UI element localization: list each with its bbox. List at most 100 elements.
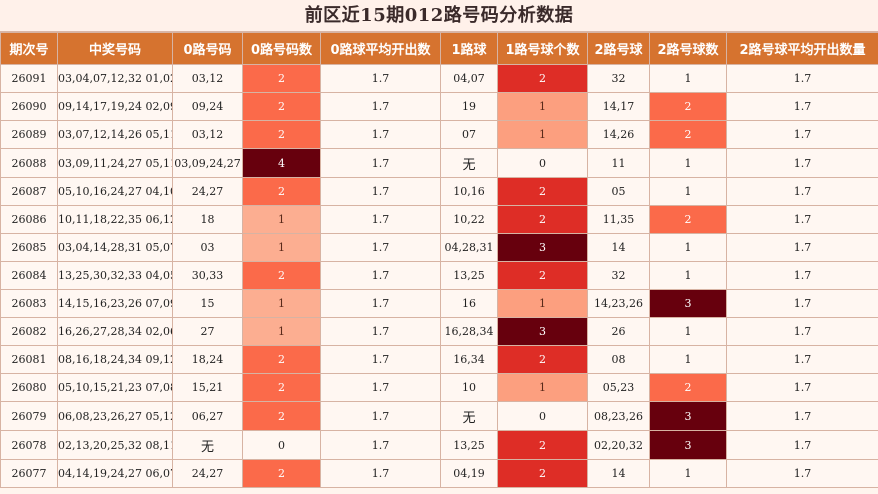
cell-route2-average: 1.7 (726, 317, 878, 346)
analysis-table: 期次号 中奖号码 0路号码 0路号码数 0路球平均开出数 1路球 1路号球个数 … (0, 32, 878, 488)
cell-winning-numbers: 03,07,12,14,26 05,11 (57, 120, 173, 149)
cell-winning-numbers: 14,15,16,23,26 07,09 (57, 289, 173, 318)
cell-winning-numbers: 13,25,30,32,33 04,05 (57, 261, 173, 290)
cell-winning-numbers: 10,11,18,22,35 06,12 (57, 205, 173, 234)
cell-route1-count: 0 (497, 148, 588, 178)
cell-route0-numbers: 06,27 (172, 401, 243, 431)
cell-route0-count: 1 (242, 289, 321, 318)
cell-route0-numbers: 15 (172, 289, 243, 318)
cell-route2-numbers: 05,23 (587, 373, 650, 402)
cell-issue: 26082 (0, 317, 58, 346)
cell-route2-numbers: 05 (587, 177, 650, 206)
cell-route0-average: 1.7 (320, 401, 441, 431)
cell-route0-average: 1.7 (320, 92, 441, 121)
cell-issue: 26077 (0, 459, 58, 488)
cell-winning-numbers: 05,10,15,21,23 07,08 (57, 373, 173, 402)
table-row: 26090 09,14,17,19,24 02,09 09,24 2 1.7 19 1 14,… (0, 92, 878, 121)
cell-route2-count: 1 (649, 148, 727, 178)
cell-route1-numbers: 16,34 (440, 345, 498, 374)
cell-route1-count: 2 (497, 430, 588, 460)
cell-route1-numbers: 19 (440, 92, 498, 121)
cell-route0-numbers: 27 (172, 317, 243, 346)
cell-route2-count: 1 (649, 64, 727, 93)
table-title: 前区近15期012路号码分析数据 (0, 0, 878, 32)
table-row: 26085 03,04,14,28,31 05,07 03 1 1.7 04,28,31 3… (0, 233, 878, 262)
cell-route2-count: 1 (649, 345, 727, 374)
cell-route1-numbers: 13,25 (440, 261, 498, 290)
cell-winning-numbers: 09,14,17,19,24 02,09 (57, 92, 173, 121)
table-row: 26078 02,13,20,25,32 08,11 无 0 1.7 13,25 2 02,2… (0, 430, 878, 460)
header-route2-numbers: 2路号球 (587, 32, 650, 65)
cell-route2-count: 1 (649, 261, 727, 290)
cell-route2-count: 1 (649, 459, 727, 488)
cell-route0-numbers: 24,27 (172, 459, 243, 488)
table-row: 26081 08,16,18,24,34 09,12 18,24 2 1.7 16,34 2… (0, 345, 878, 374)
cell-route0-average: 1.7 (320, 459, 441, 488)
cell-route0-count: 2 (242, 120, 321, 149)
cell-route1-numbers: 04,07 (440, 64, 498, 93)
cell-route1-numbers: 无 (440, 401, 498, 431)
cell-route2-average: 1.7 (726, 430, 878, 460)
cell-route2-average: 1.7 (726, 289, 878, 318)
cell-route2-numbers: 08 (587, 345, 650, 374)
cell-route2-numbers: 32 (587, 64, 650, 93)
cell-route0-numbers: 03,09,24,27 (172, 148, 243, 178)
cell-route1-numbers: 04,19 (440, 459, 498, 488)
table-row: 26079 06,08,23,26,27 05,12 06,27 2 1.7 无 0 08,2… (0, 401, 878, 431)
cell-route2-numbers: 11,35 (587, 205, 650, 234)
cell-route0-average: 1.7 (320, 317, 441, 346)
cell-route2-numbers: 14 (587, 459, 650, 488)
cell-route0-count: 1 (242, 317, 321, 346)
cell-route0-count: 2 (242, 177, 321, 206)
cell-route0-average: 1.7 (320, 233, 441, 262)
cell-route2-count: 3 (649, 289, 727, 318)
cell-route1-numbers: 10,22 (440, 205, 498, 234)
cell-route2-count: 2 (649, 373, 727, 402)
cell-issue: 26087 (0, 177, 58, 206)
cell-route0-count: 2 (242, 64, 321, 93)
cell-issue: 26086 (0, 205, 58, 234)
cell-route2-numbers: 26 (587, 317, 650, 346)
cell-route1-count: 1 (497, 373, 588, 402)
cell-issue: 26090 (0, 92, 58, 121)
cell-route0-count: 0 (242, 430, 321, 460)
cell-route2-numbers: 32 (587, 261, 650, 290)
cell-route1-count: 2 (497, 345, 588, 374)
header-route1-numbers: 1路球 (440, 32, 498, 65)
cell-route2-numbers: 08,23,26 (587, 401, 650, 431)
header-route1-count: 1路号球个数 (497, 32, 588, 65)
cell-issue: 26084 (0, 261, 58, 290)
cell-route2-numbers: 11 (587, 148, 650, 178)
cell-route2-average: 1.7 (726, 177, 878, 206)
cell-route0-average: 1.7 (320, 64, 441, 93)
table-row: 26091 03,04,07,12,32 01,02 03,12 2 1.7 04,07 2… (0, 64, 878, 93)
cell-route2-numbers: 02,20,32 (587, 430, 650, 460)
cell-route2-average: 1.7 (726, 401, 878, 431)
cell-route2-count: 3 (649, 401, 727, 431)
cell-issue: 26088 (0, 148, 58, 178)
cell-route2-average: 1.7 (726, 205, 878, 234)
cell-route1-count: 1 (497, 92, 588, 121)
header-row: 期次号 中奖号码 0路号码 0路号码数 0路球平均开出数 1路球 1路号球个数 … (0, 32, 878, 65)
cell-route1-numbers: 04,28,31 (440, 233, 498, 262)
cell-winning-numbers: 02,13,20,25,32 08,11 (57, 430, 173, 460)
cell-issue: 26081 (0, 345, 58, 374)
cell-route0-numbers: 24,27 (172, 177, 243, 206)
cell-route0-numbers: 18 (172, 205, 243, 234)
cell-route2-numbers: 14,17 (587, 92, 650, 121)
cell-route2-average: 1.7 (726, 148, 878, 178)
cell-route0-numbers: 09,24 (172, 92, 243, 121)
cell-route0-average: 1.7 (320, 205, 441, 234)
cell-route2-count: 1 (649, 317, 727, 346)
cell-route0-average: 1.7 (320, 430, 441, 460)
cell-issue: 26085 (0, 233, 58, 262)
cell-route2-numbers: 14 (587, 233, 650, 262)
cell-winning-numbers: 03,09,11,24,27 05,11 (57, 148, 173, 178)
cell-route0-numbers: 03,12 (172, 64, 243, 93)
cell-route2-average: 1.7 (726, 345, 878, 374)
cell-issue: 26083 (0, 289, 58, 318)
table-row: 26083 14,15,16,23,26 07,09 15 1 1.7 16 1 14,23,… (0, 289, 878, 318)
header-issue: 期次号 (0, 32, 58, 65)
cell-issue: 26080 (0, 373, 58, 402)
cell-route0-count: 2 (242, 401, 321, 431)
